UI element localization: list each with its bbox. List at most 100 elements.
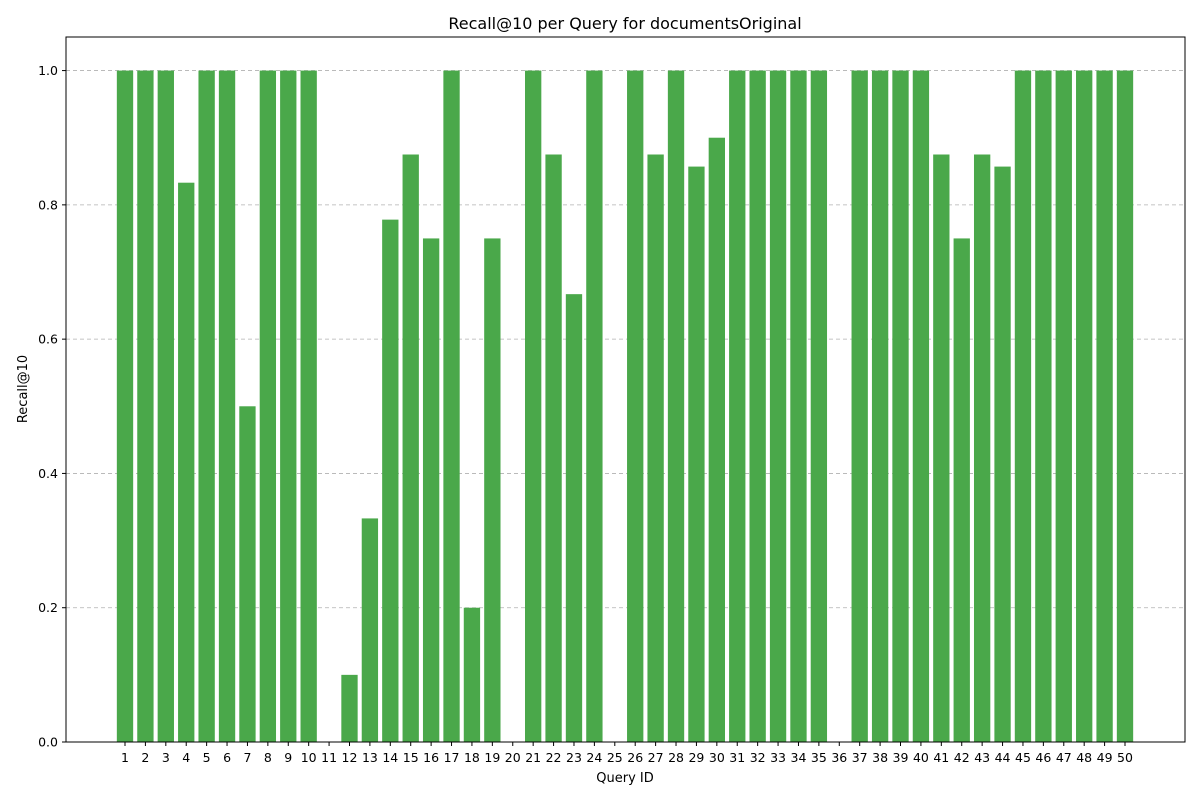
bar-query-7 [239, 406, 256, 742]
bar-query-27 [647, 154, 664, 742]
x-tick-label: 40 [913, 750, 929, 765]
x-tick-label: 43 [974, 750, 990, 765]
x-tick-label: 16 [423, 750, 439, 765]
x-tick-label: 7 [243, 750, 251, 765]
bar-query-42 [953, 238, 970, 742]
bar-query-40 [912, 70, 930, 743]
bar-query-5 [198, 70, 215, 743]
y-tick-label: 0.8 [38, 197, 58, 212]
x-tick-label: 28 [668, 750, 684, 765]
x-tick-label: 20 [505, 750, 521, 765]
x-tick-label: 34 [791, 750, 807, 765]
bar-query-50 [1116, 70, 1134, 743]
bar-query-48 [1076, 70, 1093, 743]
x-tick-label: 33 [770, 750, 786, 765]
x-tick-label: 48 [1076, 750, 1092, 765]
x-tick-label: 46 [1035, 750, 1051, 765]
x-tick-label: 3 [162, 750, 170, 765]
x-tick-label: 50 [1117, 750, 1133, 765]
y-tick-label: 0.0 [38, 735, 58, 750]
x-tick-label: 25 [607, 750, 623, 765]
bar-query-17 [443, 70, 460, 743]
x-tick-label: 6 [223, 750, 231, 765]
bar-query-6 [218, 70, 236, 743]
x-tick-label: 19 [484, 750, 500, 765]
x-tick-label: 18 [464, 750, 480, 765]
x-tick-label: 22 [546, 750, 562, 765]
bar-query-1 [116, 70, 134, 743]
bar-query-13 [361, 518, 379, 742]
x-tick-label: 14 [382, 750, 398, 765]
x-tick-label: 23 [566, 750, 582, 765]
bars [116, 70, 1134, 743]
bar-query-9 [280, 70, 297, 743]
bar-query-33 [769, 70, 787, 743]
plot-frame [65, 36, 1186, 743]
bar-query-18 [463, 607, 481, 742]
bar-query-21 [525, 70, 542, 743]
bar-query-4 [178, 182, 195, 742]
x-axis-label: Query ID [596, 771, 653, 786]
bar-query-43 [973, 154, 991, 742]
x-tick-label: 4 [182, 750, 190, 765]
bar-query-46 [1035, 70, 1052, 743]
x-tick-label: 5 [203, 750, 211, 765]
bar-query-49 [1096, 70, 1113, 743]
x-tick-label: 11 [321, 750, 337, 765]
x-tick-label: 13 [362, 750, 378, 765]
x-tick-label: 30 [709, 750, 725, 765]
bar-query-34 [790, 70, 807, 743]
bar-query-2 [137, 70, 154, 743]
x-tick-label: 37 [852, 750, 868, 765]
bar-query-10 [300, 70, 317, 743]
x-tick-label: 44 [995, 750, 1011, 765]
bar-query-14 [382, 219, 399, 743]
bar-query-37 [851, 70, 868, 743]
bar-query-44 [994, 166, 1011, 743]
x-tick-label: 31 [729, 750, 745, 765]
x-tick-label: 26 [627, 750, 643, 765]
x-tick-label: 35 [811, 750, 827, 765]
y-tick-label: 0.2 [38, 600, 58, 615]
chart-title: Recall@10 per Query for documentsOrigina… [448, 14, 801, 33]
x-axis-ticks: 1 2 3 4 5 6 7 8 9 10 11 12 13 14 15 16 17 18 19 20 21 22 23 24 2… [121, 742, 1133, 765]
bar-query-31 [729, 70, 746, 743]
x-tick-label: 24 [586, 750, 602, 765]
x-tick-label: 39 [893, 750, 909, 765]
x-tick-label: 10 [301, 750, 317, 765]
bar-query-30 [708, 137, 725, 742]
bar-query-45 [1014, 70, 1032, 743]
bar-query-15 [402, 154, 419, 742]
x-tick-label: 45 [1015, 750, 1031, 765]
x-tick-label: 21 [525, 750, 541, 765]
x-tick-label: 36 [831, 750, 847, 765]
y-tick-label: 0.6 [38, 332, 58, 347]
bar-query-38 [871, 70, 889, 743]
bar-query-12 [341, 674, 358, 742]
bar-query-8 [259, 70, 277, 743]
bar-query-24 [586, 70, 603, 743]
x-tick-label: 47 [1056, 750, 1072, 765]
bar-query-28 [667, 70, 685, 743]
x-tick-label: 42 [954, 750, 970, 765]
bar-query-39 [892, 70, 909, 743]
bar-query-29 [688, 166, 705, 743]
x-tick-label: 27 [648, 750, 664, 765]
x-tick-label: 49 [1097, 750, 1113, 765]
x-tick-label: 8 [264, 750, 272, 765]
bar-query-19 [484, 238, 501, 742]
y-axis-label: Recall@10 [16, 355, 31, 423]
bar-query-32 [749, 70, 766, 743]
bar-query-3 [157, 70, 174, 743]
x-tick-label: 2 [141, 750, 149, 765]
x-tick-label: 29 [688, 750, 704, 765]
bar-query-35 [810, 70, 828, 743]
bar-query-47 [1055, 70, 1072, 743]
x-tick-label: 38 [872, 750, 888, 765]
bar-query-23 [565, 294, 583, 742]
bar-query-26 [627, 70, 644, 743]
x-tick-label: 17 [444, 750, 460, 765]
bar-query-41 [933, 154, 950, 742]
bar-query-22 [545, 154, 562, 742]
